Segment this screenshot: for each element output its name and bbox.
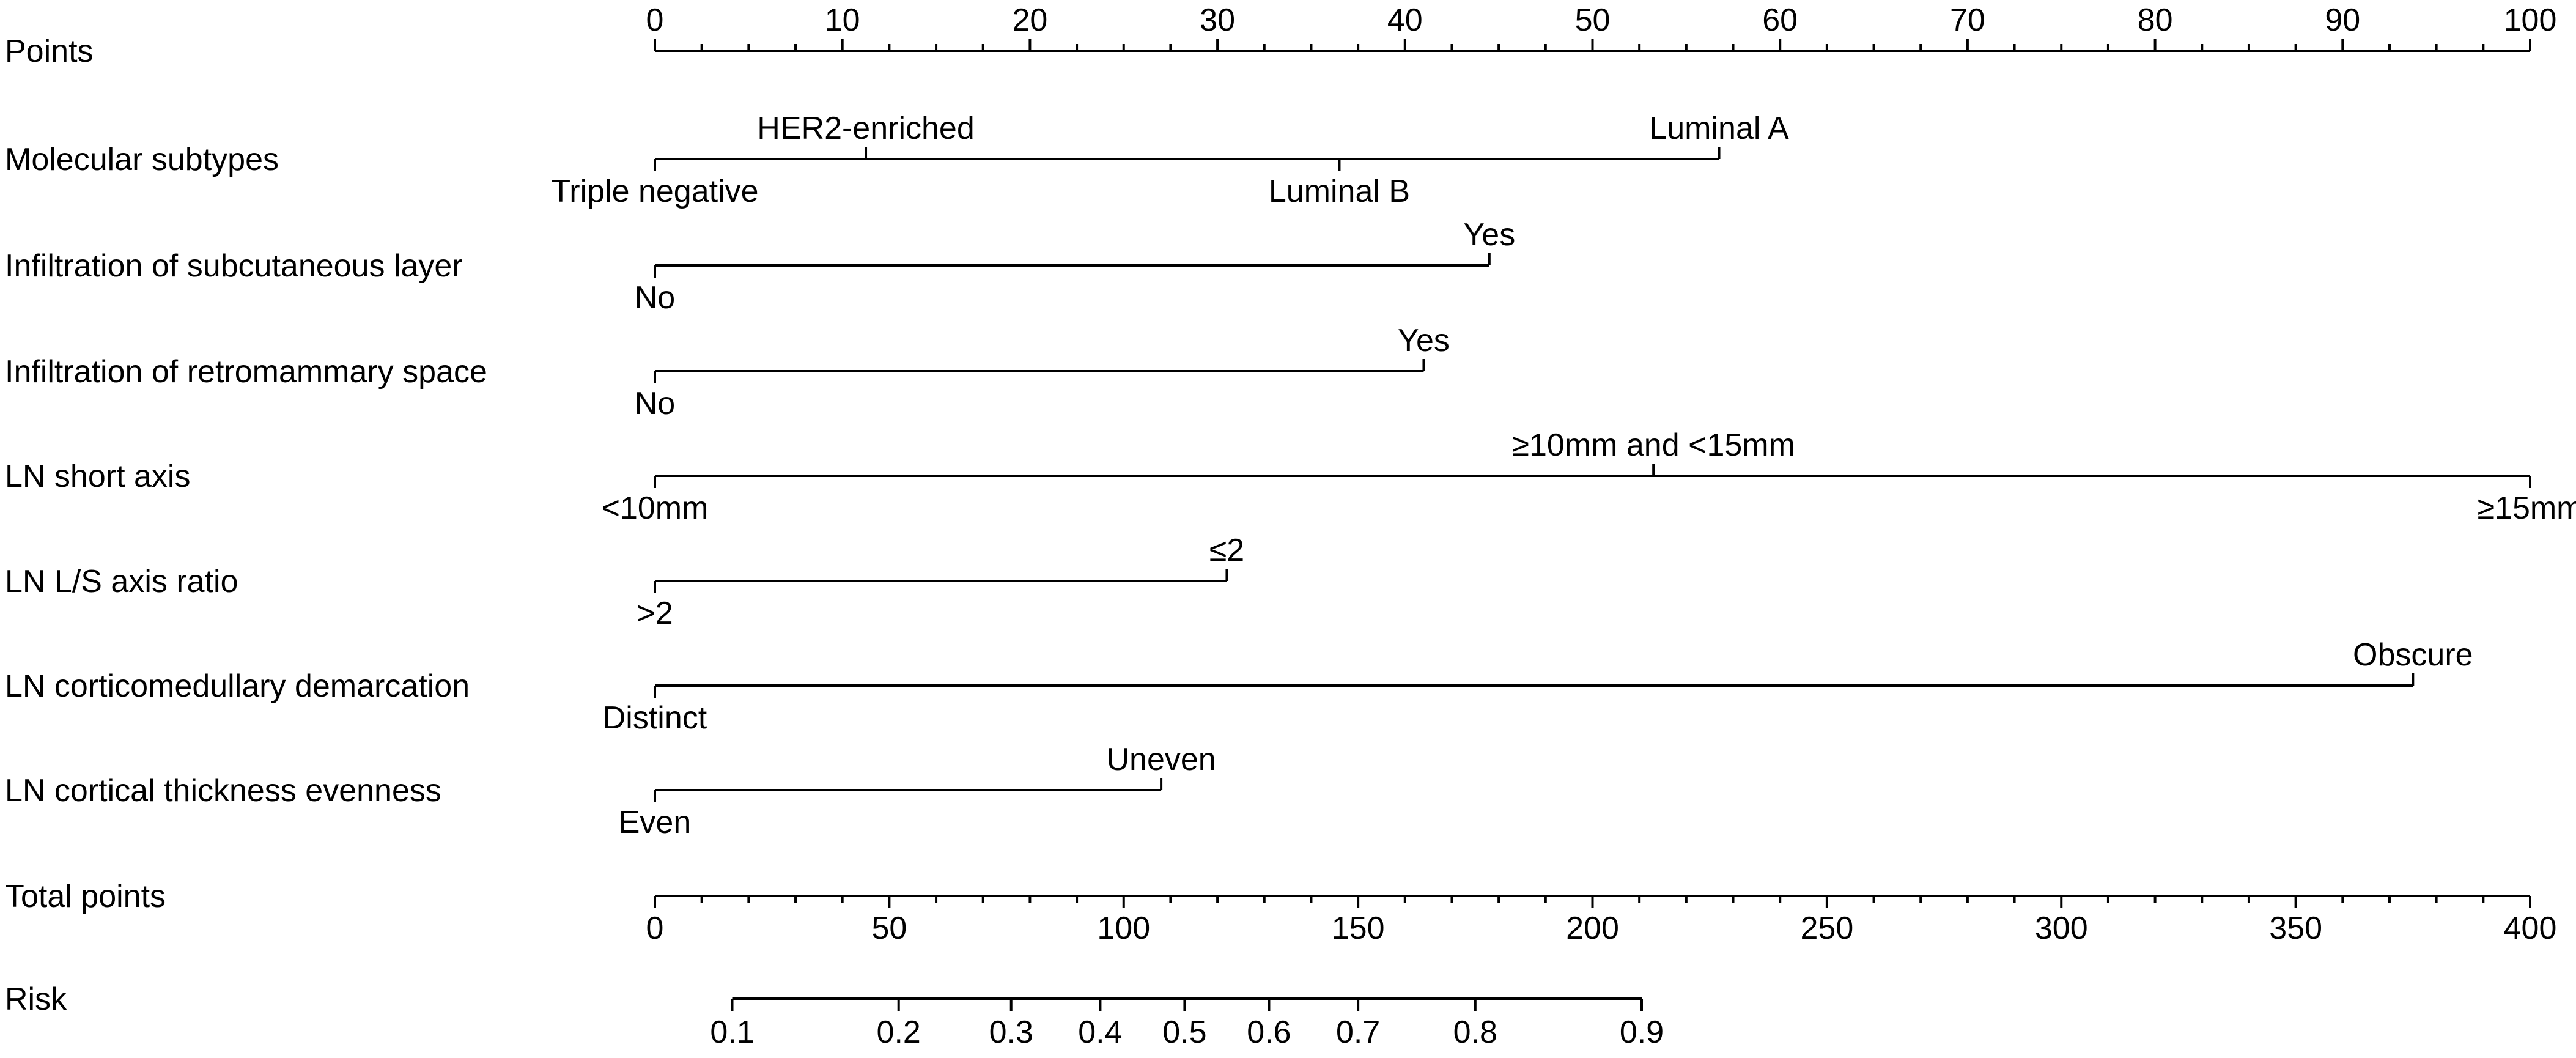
points-tick-label: 10 (825, 2, 860, 38)
variable-row: LN L/S axis ratio >2 ≤2 (5, 533, 1244, 631)
variable-label: LN cortical thickness evenness (5, 773, 441, 808)
level-label: Distinct (603, 700, 707, 736)
risk-tick-label: 0.7 (1336, 1015, 1380, 1050)
points-tick-label: 70 (1950, 2, 1985, 38)
variable-row: LN short axis <10mm ≥10mm and <15mm ≥15mm (5, 427, 2576, 526)
level-label: Yes (1398, 323, 1450, 358)
variable-row: Molecular subtypes Triple negative HER2-en… (5, 111, 1789, 209)
total-tick-label: 200 (1566, 911, 1619, 946)
risk-tick-label: 0.9 (1620, 1015, 1664, 1050)
points-tick-label: 100 (2504, 2, 2557, 38)
points-tick-label: 0 (646, 2, 664, 38)
total-tick-label: 150 (1332, 911, 1385, 946)
variable-row: Infiltration of retromammary space No Yes (5, 323, 1450, 421)
level-label: No (635, 386, 675, 421)
points-tick-label: 30 (1200, 2, 1235, 38)
level-label: Even (619, 805, 692, 840)
variable-rows: Molecular subtypes Triple negative HER2-en… (5, 111, 2576, 840)
variable-label: Infiltration of subcutaneous layer (5, 248, 463, 284)
points-axis-label: Points (5, 34, 94, 69)
variable-label: LN L/S axis ratio (5, 564, 238, 599)
level-label: ≤2 (1209, 533, 1244, 568)
level-label: Yes (1463, 217, 1515, 253)
variable-row: Infiltration of subcutaneous layer No Yes (5, 217, 1515, 316)
total-tick-label: 350 (2269, 911, 2322, 946)
level-label: ≥15mm (2477, 490, 2576, 526)
points-tick-label: 50 (1575, 2, 1611, 38)
variable-label: LN corticomedullary demarcation (5, 668, 470, 704)
level-label: No (635, 280, 675, 316)
variable-label: LN short axis (5, 459, 190, 494)
level-label: ≥10mm and <15mm (1511, 427, 1795, 463)
risk-tick-label: 0.8 (1453, 1015, 1497, 1050)
total-tick-label: 250 (1800, 911, 1853, 946)
level-label: Luminal B (1269, 174, 1410, 209)
total-tick-label: 0 (646, 911, 664, 946)
variable-label: Molecular subtypes (5, 142, 279, 177)
level-label: HER2-enriched (757, 111, 975, 146)
level-label: Luminal A (1649, 111, 1789, 146)
risk-tick-label: 0.4 (1078, 1015, 1122, 1050)
level-label: Uneven (1106, 742, 1216, 777)
variable-label: Infiltration of retromammary space (5, 354, 487, 390)
risk-tick-label: 0.2 (877, 1015, 921, 1050)
level-label: Triple negative (551, 174, 758, 209)
risk-axis: Risk 0.1 0.2 0.3 0.4 0.5 0.6 0.7 0.8 0.9 (5, 982, 1664, 1050)
total-points-axis: Total points 0 50 100 150 200 250 300 350 400 (5, 879, 2556, 946)
level-label: Obscure (2353, 637, 2473, 673)
risk-tick-label: 0.1 (710, 1015, 754, 1050)
points-tick-label: 60 (1762, 2, 1798, 38)
total-tick-label: 300 (2035, 911, 2088, 946)
total-tick-label: 400 (2504, 911, 2557, 946)
points-tick-label: 80 (2138, 2, 2173, 38)
risk-tick-label: 0.3 (989, 1015, 1033, 1050)
total-points-label: Total points (5, 879, 166, 914)
total-tick-label: 50 (871, 911, 907, 946)
risk-tick-label: 0.5 (1162, 1015, 1206, 1050)
level-label: >2 (637, 596, 673, 631)
points-tick-label: 90 (2325, 2, 2360, 38)
risk-tick-label: 0.6 (1247, 1015, 1291, 1050)
variable-row: LN cortical thickness evenness Even Uneven (5, 742, 1216, 840)
variable-row: LN corticomedullary demarcation Distinct O… (5, 637, 2473, 736)
risk-axis-label: Risk (5, 982, 67, 1017)
points-tick-label: 20 (1012, 2, 1047, 38)
points-axis: Points 0 10 20 30 40 50 60 70 80 90 100 (5, 2, 2556, 69)
total-tick-label: 100 (1097, 911, 1150, 946)
level-label: <10mm (602, 490, 709, 526)
points-tick-label: 40 (1387, 2, 1423, 38)
